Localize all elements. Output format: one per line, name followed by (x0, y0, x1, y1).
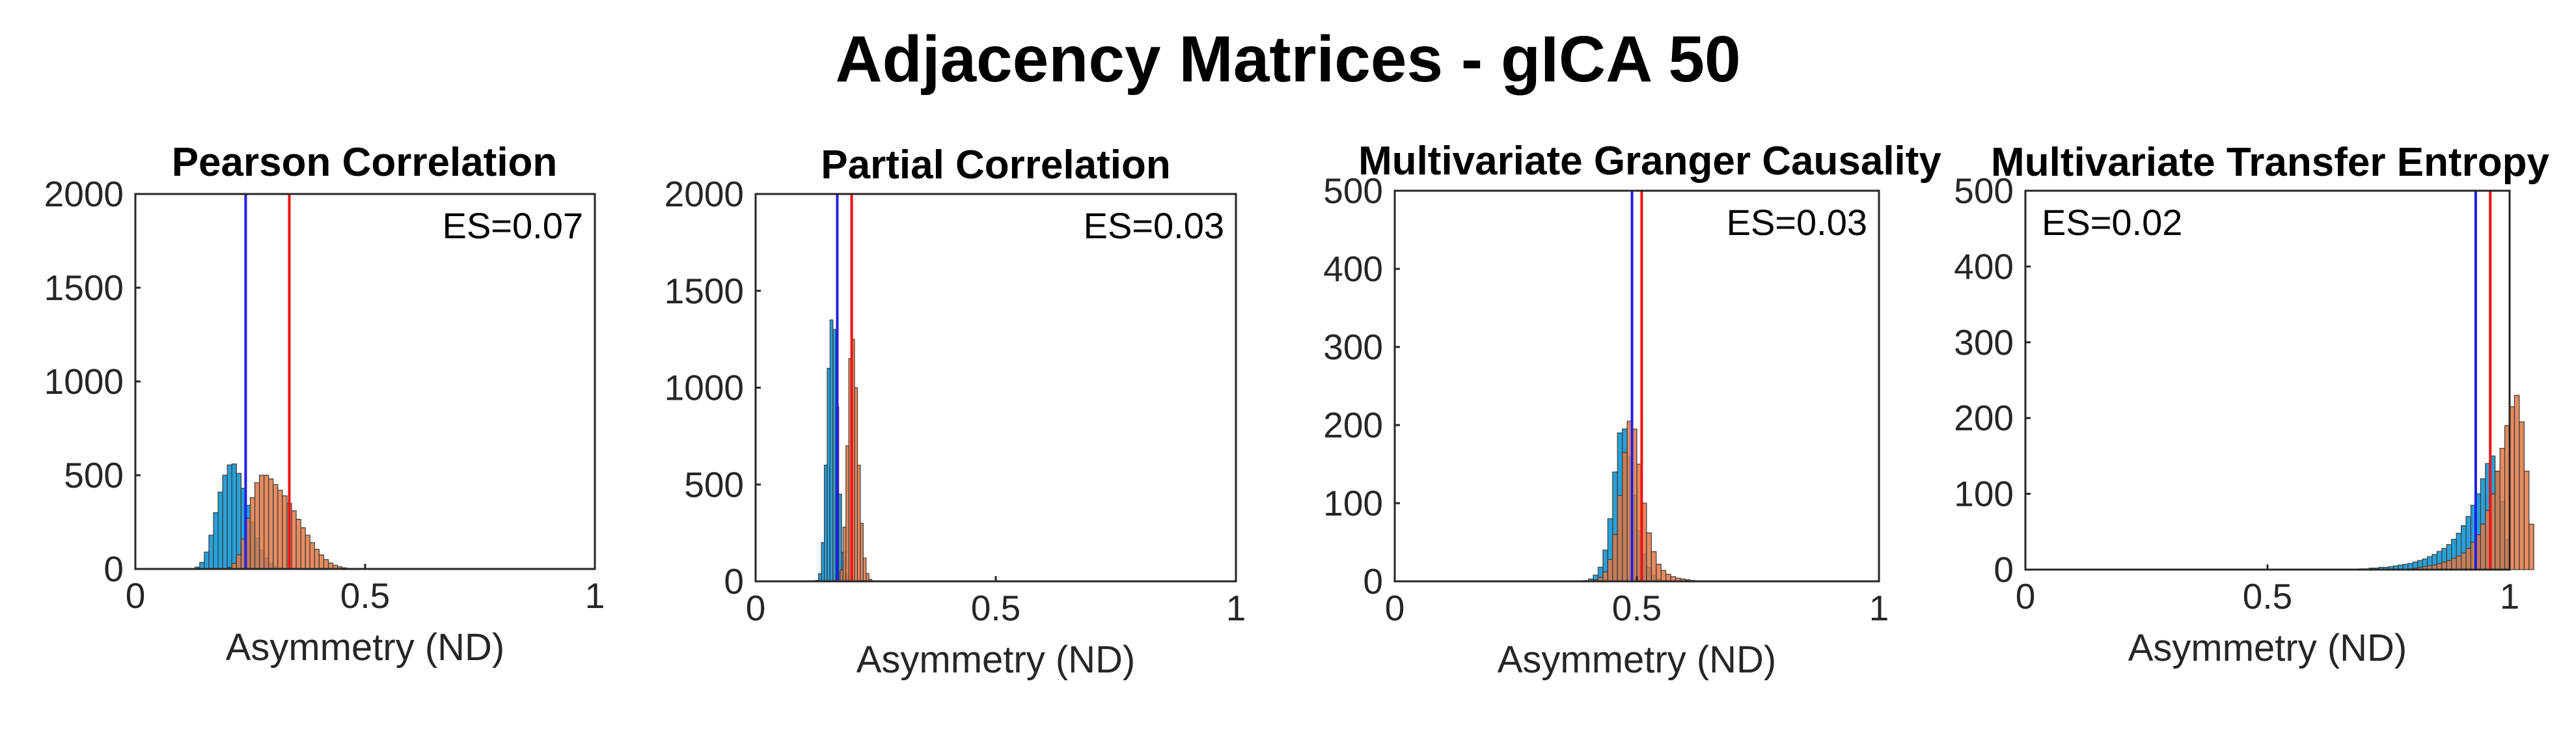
effect-size-annotation: ES=0.03 (1727, 202, 1867, 243)
y-tick-label: 200 (1954, 398, 2014, 438)
x-axis-label: Asymmetry (ND) (2128, 627, 2407, 669)
histogram-bar (2446, 560, 2452, 570)
x-tick-label: 0.5 (1612, 588, 1662, 628)
x-tick-label: 0.5 (971, 588, 1021, 628)
x-tick-label: 0.5 (2243, 576, 2292, 616)
histogram-series-orange (2407, 394, 2534, 570)
y-tick-label: 500 (1323, 171, 1383, 211)
x-tick-label: 1 (585, 575, 605, 616)
plot-frame (2024, 189, 2511, 571)
y-tick-label: 500 (684, 464, 744, 505)
chart-title: Multivariate Transfer Entropy (1991, 140, 2549, 185)
chart-title: Pearson Correlation (172, 140, 558, 185)
y-tick-label: 0 (724, 561, 744, 602)
y-tick-label: 0 (103, 549, 124, 589)
y-tick-label: 1000 (665, 368, 744, 408)
x-tick-label: 1 (1226, 588, 1246, 628)
x-tick-label: 1 (1869, 588, 1889, 628)
histogram-bar (2456, 555, 2462, 570)
chart-title: Partial Correlation (821, 143, 1170, 187)
y-tick-label: 2000 (44, 174, 124, 214)
y-tick-label: 2000 (665, 174, 744, 214)
x-axis-label: Asymmetry (ND) (856, 639, 1136, 681)
histogram-bar (2441, 561, 2447, 570)
histogram-bar (2495, 471, 2501, 570)
y-tick-label: 300 (1323, 327, 1383, 367)
x-axis-label: Asymmetry (ND) (226, 626, 505, 669)
y-tick-label: 0 (1994, 549, 2014, 590)
x-tick-label: 1 (2500, 576, 2520, 616)
y-tick-label: 300 (1954, 322, 2014, 363)
y-tick-label: 0 (1363, 561, 1383, 602)
histogram-bar (2499, 448, 2506, 570)
y-tick-label: 1500 (665, 271, 744, 311)
y-tick-label: 400 (1323, 249, 1383, 289)
effect-size-annotation: ES=0.02 (2042, 202, 2182, 243)
y-tick-label: 200 (1323, 405, 1383, 445)
histogram-bar (2528, 523, 2534, 570)
y-tick-label: 1500 (44, 268, 124, 308)
effect-size-annotation: ES=0.03 (1084, 205, 1224, 246)
y-tick-label: 500 (1954, 171, 2014, 211)
histogram-bar (2519, 421, 2525, 570)
y-tick-label: 400 (1954, 246, 2014, 286)
x-tick-label: 0 (746, 588, 766, 628)
y-tick-label: 500 (64, 455, 124, 495)
x-tick-label: 0 (1385, 588, 1405, 628)
x-axis-label: Asymmetry (ND) (1498, 639, 1777, 681)
histogram-bar (2514, 394, 2520, 570)
figure-title: Adjacency Matrices - gICA 50 (835, 23, 1741, 96)
histogram-bar (2461, 552, 2467, 570)
y-tick-label: 1000 (44, 361, 124, 402)
x-tick-label: 0 (126, 575, 146, 616)
y-tick-label: 100 (1954, 474, 2014, 514)
chart-title: Multivariate Granger Causality (1358, 139, 1941, 184)
histogram-bar (2523, 471, 2530, 570)
histogram-series-orange (226, 475, 357, 570)
x-tick-label: 0.5 (340, 575, 390, 616)
effect-size-annotation: ES=0.07 (443, 205, 583, 246)
y-tick-label: 100 (1323, 483, 1383, 523)
histogram-bar (2451, 557, 2457, 570)
histogram-bar (2465, 547, 2472, 570)
histogram-bar (2480, 523, 2486, 570)
x-tick-label: 0 (2016, 576, 2036, 616)
